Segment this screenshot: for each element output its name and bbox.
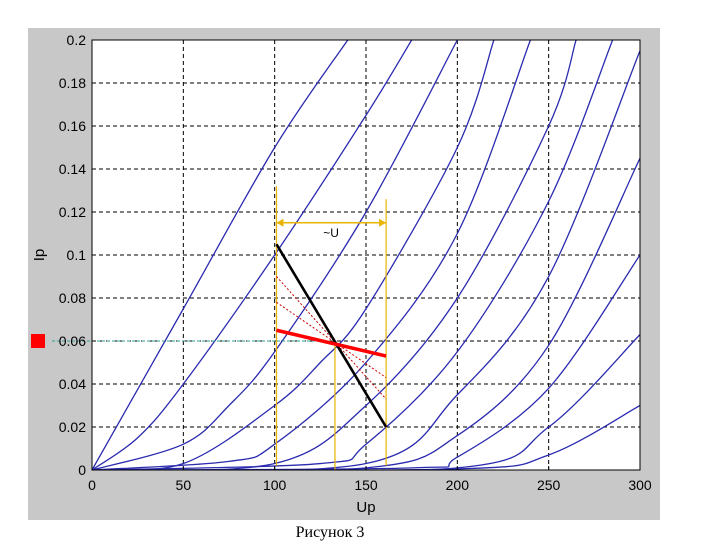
- x-tick-label: 100: [263, 477, 287, 493]
- y-tick-label: 0.02: [59, 419, 86, 435]
- swing-arrow-head-right: [379, 218, 387, 227]
- y-tick-label: 0.04: [59, 376, 86, 392]
- characteristic-curve: [92, 40, 413, 470]
- characteristic-curve: [92, 40, 495, 470]
- x-tick-label: 300: [628, 477, 652, 493]
- dotted-load-line: [276, 276, 387, 400]
- operating-current-marker: [31, 334, 45, 348]
- y-axis-title: Ip: [31, 249, 48, 262]
- characteristic-curve: [92, 40, 349, 470]
- x-axis-title: Up: [356, 499, 375, 516]
- x-tick-label: 0: [88, 477, 96, 493]
- figure-panel: ~U 0 50 100 150 200 250 300 0 0.02 0.04 0.06 0.08 0.1…: [28, 28, 660, 520]
- characteristic-curve: [92, 334, 640, 470]
- load-line: [275, 243, 388, 428]
- characteristic-curve: [92, 404, 640, 470]
- y-tick-label: 0.2: [67, 32, 87, 48]
- x-tick-label: 250: [537, 477, 561, 493]
- characteristic-curve: [92, 50, 640, 470]
- x-tick-label: 150: [354, 477, 378, 493]
- chart: ~U 0 50 100 150 200 250 300 0 0.02 0.04 0.06 0.08 0.1…: [31, 32, 652, 516]
- y-tick-label: 0.14: [59, 161, 86, 177]
- x-tick-label: 200: [446, 477, 470, 493]
- characteristic-curve: [92, 40, 577, 470]
- swing-arrow-label: ~U: [323, 226, 339, 240]
- dynamic-load-line: [276, 328, 387, 358]
- y-tick-label: 0.06: [59, 333, 86, 349]
- y-tick-label: 0: [78, 462, 86, 478]
- figure-caption: Рисунок 3: [295, 524, 365, 541]
- y-tick-label: 0.08: [59, 290, 86, 306]
- characteristic-curve: [92, 40, 458, 470]
- y-tick-label: 0.1: [67, 247, 87, 263]
- y-tick-label: 0.12: [59, 204, 86, 220]
- characteristic-curve: [92, 157, 640, 470]
- x-tick-label: 50: [176, 477, 192, 493]
- characteristic-curve: [92, 40, 614, 470]
- y-tick-label: 0.16: [59, 118, 86, 134]
- y-tick-label: 0.18: [59, 75, 86, 91]
- characteristic-curve: [92, 40, 532, 470]
- swing-arrow-head-left: [276, 218, 284, 227]
